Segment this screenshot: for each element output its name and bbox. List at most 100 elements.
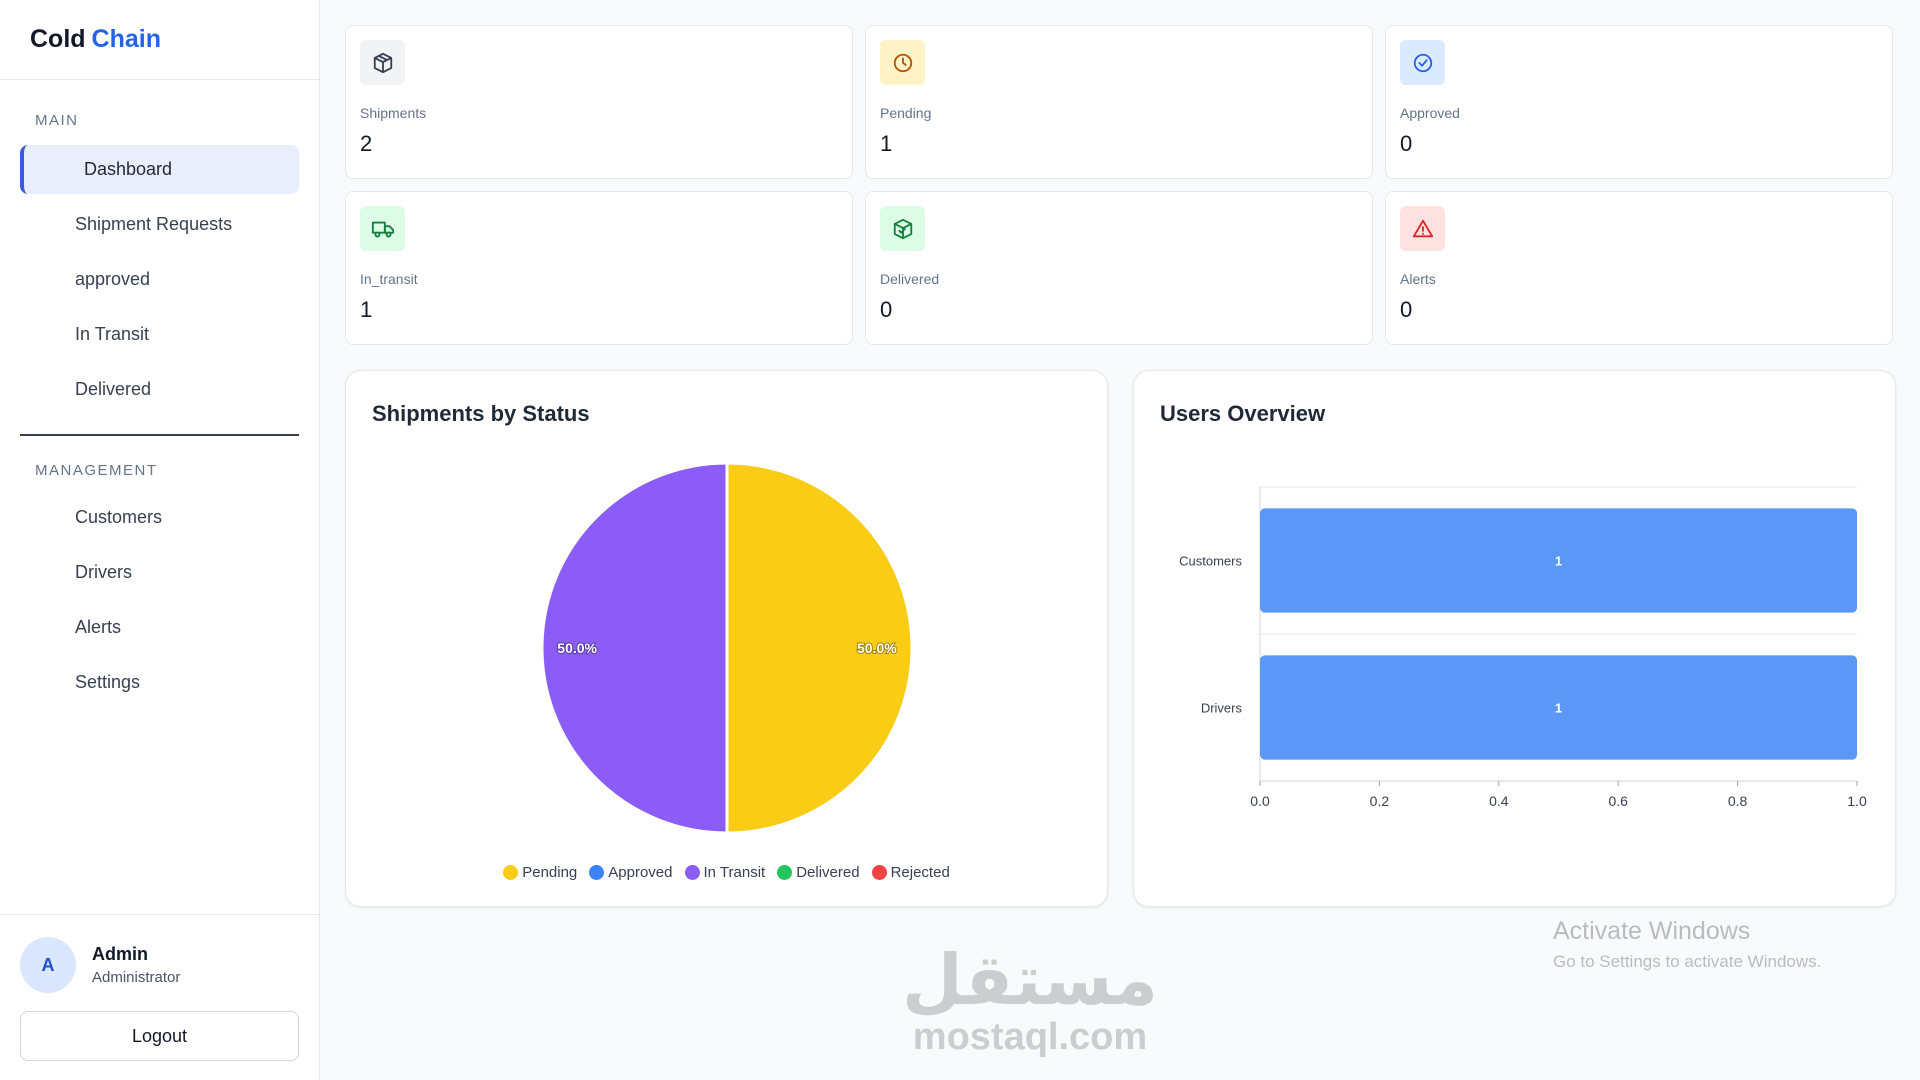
x-tick-label: 0.2 xyxy=(1370,793,1390,809)
stat-label: Pending xyxy=(880,105,932,121)
stat-label: Delivered xyxy=(880,271,940,287)
stat-card-shipments[interactable]: Shipments 2 xyxy=(345,25,853,179)
truck-icon xyxy=(360,206,405,251)
sidebar: Cold Chain MAIN Dashboard Shipment Reque… xyxy=(0,0,320,1080)
section-label-main: MAIN xyxy=(35,112,79,129)
sidebar-item-label: approved xyxy=(75,269,151,289)
user-info: A Admin Administrator xyxy=(20,937,180,993)
stat-value: 1 xyxy=(360,297,373,322)
stat-label: In_transit xyxy=(360,271,418,287)
sidebar-item-label: Delivered xyxy=(75,379,152,399)
watermark-subtitle: Go to Settings to activate Windows. xyxy=(1553,952,1822,971)
main-nav: Dashboard Shipment Requests approved In … xyxy=(0,145,319,414)
sidebar-item-alerts[interactable]: Alerts xyxy=(20,603,299,652)
sidebar-item-in-transit[interactable]: In Transit xyxy=(20,310,299,359)
brand-name-main: Cold xyxy=(30,25,86,53)
legend-dot xyxy=(589,865,605,880)
stat-value: 0 xyxy=(1400,297,1413,322)
legend-dot xyxy=(871,865,887,880)
nav-divider xyxy=(20,434,299,436)
sidebar-item-drivers[interactable]: Drivers xyxy=(20,548,299,597)
legend-label: Rejected xyxy=(890,864,950,881)
sidebar-item-label: Alerts xyxy=(75,617,122,637)
check-circle-icon xyxy=(1400,40,1445,85)
stat-card-approved[interactable]: Approved 0 xyxy=(1385,25,1893,179)
sidebar-item-label: Settings xyxy=(75,672,141,692)
stat-value: 0 xyxy=(1400,131,1413,156)
sidebar-item-label: Customers xyxy=(75,507,163,527)
shipments-by-status-panel: Shipments by Status 50.0% 50.0% Pending A… xyxy=(345,370,1108,907)
x-tick-label: 0.6 xyxy=(1608,793,1628,809)
bar-value-label: 1 xyxy=(1555,554,1562,569)
legend-dot xyxy=(503,865,519,880)
brand-name-accent: Chain xyxy=(91,25,161,53)
bar-drivers[interactable] xyxy=(1260,655,1857,760)
stat-label: Alerts xyxy=(1400,271,1436,287)
stats-grid: Shipments 2 Pending 1 Approved 0 In_tran… xyxy=(345,25,1895,345)
x-tick-label: 1.0 xyxy=(1847,793,1867,809)
bar-customers[interactable] xyxy=(1260,508,1857,613)
x-tick-label: 0.4 xyxy=(1489,793,1509,809)
sidebar-item-label: Dashboard xyxy=(84,159,173,179)
stat-value: 0 xyxy=(880,297,893,322)
panel-title: Users Overview xyxy=(1160,401,1326,426)
box-icon xyxy=(360,40,405,85)
legend-item-in-transit[interactable]: In Transit xyxy=(684,864,766,881)
management-nav: Customers Drivers Alerts Settings xyxy=(0,493,319,707)
stat-card-delivered[interactable]: Delivered 0 xyxy=(865,191,1373,345)
sidebar-item-approved[interactable]: approved xyxy=(20,255,299,304)
sidebar-item-dashboard[interactable]: Dashboard xyxy=(20,145,299,194)
legend-label: In Transit xyxy=(703,864,766,881)
sidebar-item-customers[interactable]: Customers xyxy=(20,493,299,542)
stat-label: Shipments xyxy=(360,105,427,121)
sidebar-item-settings[interactable]: Settings xyxy=(20,658,299,707)
status-pie-chart: 50.0% 50.0% xyxy=(540,461,914,835)
sidebar-item-shipment-requests[interactable]: Shipment Requests xyxy=(20,200,299,249)
legend-item-approved[interactable]: Approved xyxy=(589,864,673,881)
watermark-arabic: مستقل xyxy=(901,939,1158,1021)
warning-icon xyxy=(1400,206,1445,251)
stat-card-in-transit[interactable]: In_transit 1 xyxy=(345,191,853,345)
users-overview-panel: Users Overview 1 Customers 1 Drivers 0.0 0.2 0… xyxy=(1133,370,1896,907)
x-tick-label: 0.0 xyxy=(1250,793,1270,809)
pie-slice-pending[interactable] xyxy=(725,461,914,835)
sidebar-item-label: In Transit xyxy=(75,324,150,344)
legend-label: Approved xyxy=(608,864,673,881)
legend-label: Delivered xyxy=(796,864,860,881)
sidebar-item-label: Shipment Requests xyxy=(75,214,233,234)
stat-card-pending[interactable]: Pending 1 xyxy=(865,25,1373,179)
pie-data-label: 50.0% xyxy=(857,640,897,656)
legend-item-rejected[interactable]: Rejected xyxy=(871,864,950,881)
sidebar-item-label: Drivers xyxy=(75,562,132,582)
y-tick-label: Customers xyxy=(1179,554,1242,569)
site-watermark: مستقل mostaql.com xyxy=(800,945,1260,1059)
windows-activation-watermark: Activate Windows Go to Settings to activ… xyxy=(1553,917,1821,972)
watermark-title: Activate Windows xyxy=(1553,917,1751,945)
section-label-management: MANAGEMENT xyxy=(35,462,158,479)
users-bar-chart: 1 Customers 1 Drivers 0.0 0.2 0.4 0.6 0.8 1.0 xyxy=(1179,486,1867,809)
logout-button[interactable]: Logout xyxy=(20,1011,299,1061)
clock-icon xyxy=(880,40,925,85)
watermark-domain: mostaql.com xyxy=(912,1016,1148,1058)
stat-card-alerts[interactable]: Alerts 0 xyxy=(1385,191,1893,345)
brand-logo[interactable]: Cold Chain xyxy=(0,0,319,80)
legend-item-pending[interactable]: Pending xyxy=(503,864,577,881)
stat-label: Approved xyxy=(1400,105,1460,121)
legend-dot xyxy=(684,865,700,880)
avatar[interactable]: A xyxy=(20,937,76,993)
stat-value: 2 xyxy=(360,131,373,156)
legend-item-delivered[interactable]: Delivered xyxy=(777,864,860,881)
user-name: Admin xyxy=(92,944,148,964)
panel-title: Shipments by Status xyxy=(372,401,590,426)
user-panel: A Admin Administrator Logout xyxy=(0,914,320,1080)
pie-data-label: 50.0% xyxy=(557,640,597,656)
legend-label: Pending xyxy=(522,864,578,881)
bar-value-label: 1 xyxy=(1555,701,1562,716)
pie-slice-in-transit[interactable] xyxy=(540,461,729,835)
stat-value: 1 xyxy=(880,131,893,156)
sidebar-item-delivered[interactable]: Delivered xyxy=(20,365,299,414)
legend-dot xyxy=(777,865,793,880)
user-role: Administrator xyxy=(92,969,181,986)
pie-legend: Pending Approved In Transit Delivered Re… xyxy=(346,864,1107,881)
y-tick-label: Drivers xyxy=(1201,701,1243,716)
